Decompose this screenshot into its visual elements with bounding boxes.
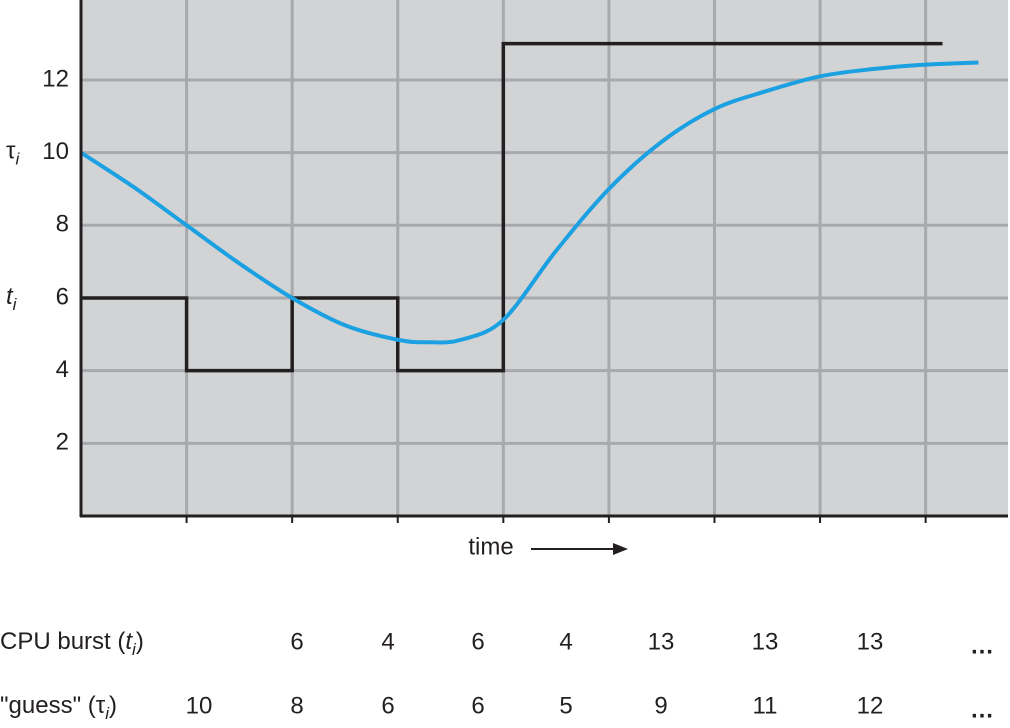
row-label: CPU burst (ti) — [0, 628, 144, 659]
row-label-part: τ — [96, 692, 106, 719]
label-subscript: i — [15, 150, 20, 169]
row-label-part: "guess" ( — [0, 692, 96, 719]
series-label: τi — [6, 138, 20, 169]
table-cell: 6 — [471, 692, 484, 719]
table-cell: 9 — [654, 692, 667, 719]
table-cell: 13 — [648, 628, 675, 655]
ellipsis: … — [970, 632, 994, 659]
ellipsis: … — [970, 696, 994, 723]
y-tick-label: 2 — [56, 429, 69, 456]
table-cell: 4 — [381, 628, 394, 655]
table-cell: 4 — [559, 628, 572, 655]
table-cell: 13 — [752, 628, 779, 655]
series-line — [79, 60, 979, 345]
table-cell: 6 — [471, 628, 484, 655]
series-label: ti — [6, 283, 18, 314]
y-tick-label: 12 — [42, 65, 69, 92]
row-label-part: t — [125, 628, 133, 655]
table-cell: 6 — [381, 692, 394, 719]
table-cell: 12 — [857, 692, 884, 719]
row-label-part: CPU burst ( — [0, 628, 125, 655]
table-cell: 11 — [753, 692, 778, 719]
row-label-part: ) — [136, 628, 144, 655]
series-line — [81, 41, 943, 373]
table-cell: 10 — [186, 692, 213, 719]
label-subscript: i — [13, 295, 18, 314]
y-tick-label: 8 — [56, 211, 69, 238]
x-arrow — [531, 543, 628, 555]
y-tick-label: 10 — [42, 138, 69, 165]
row-label-part: i — [105, 704, 110, 723]
y-tick-label: 4 — [56, 356, 69, 383]
row-label-part: ) — [109, 692, 117, 719]
table-cell: 6 — [290, 628, 303, 655]
plot-area — [81, 0, 1008, 516]
label-symbol: τ — [6, 138, 16, 165]
table-cell: 13 — [857, 628, 884, 655]
label-symbol: t — [6, 283, 14, 310]
row-label-part: i — [132, 640, 137, 659]
row-label: "guess" (τi) — [0, 692, 117, 723]
y-tick-label: 6 — [56, 283, 69, 310]
table-cell: 5 — [559, 692, 572, 719]
x-axis-label: time — [468, 533, 513, 560]
table-cell: 8 — [290, 692, 303, 719]
